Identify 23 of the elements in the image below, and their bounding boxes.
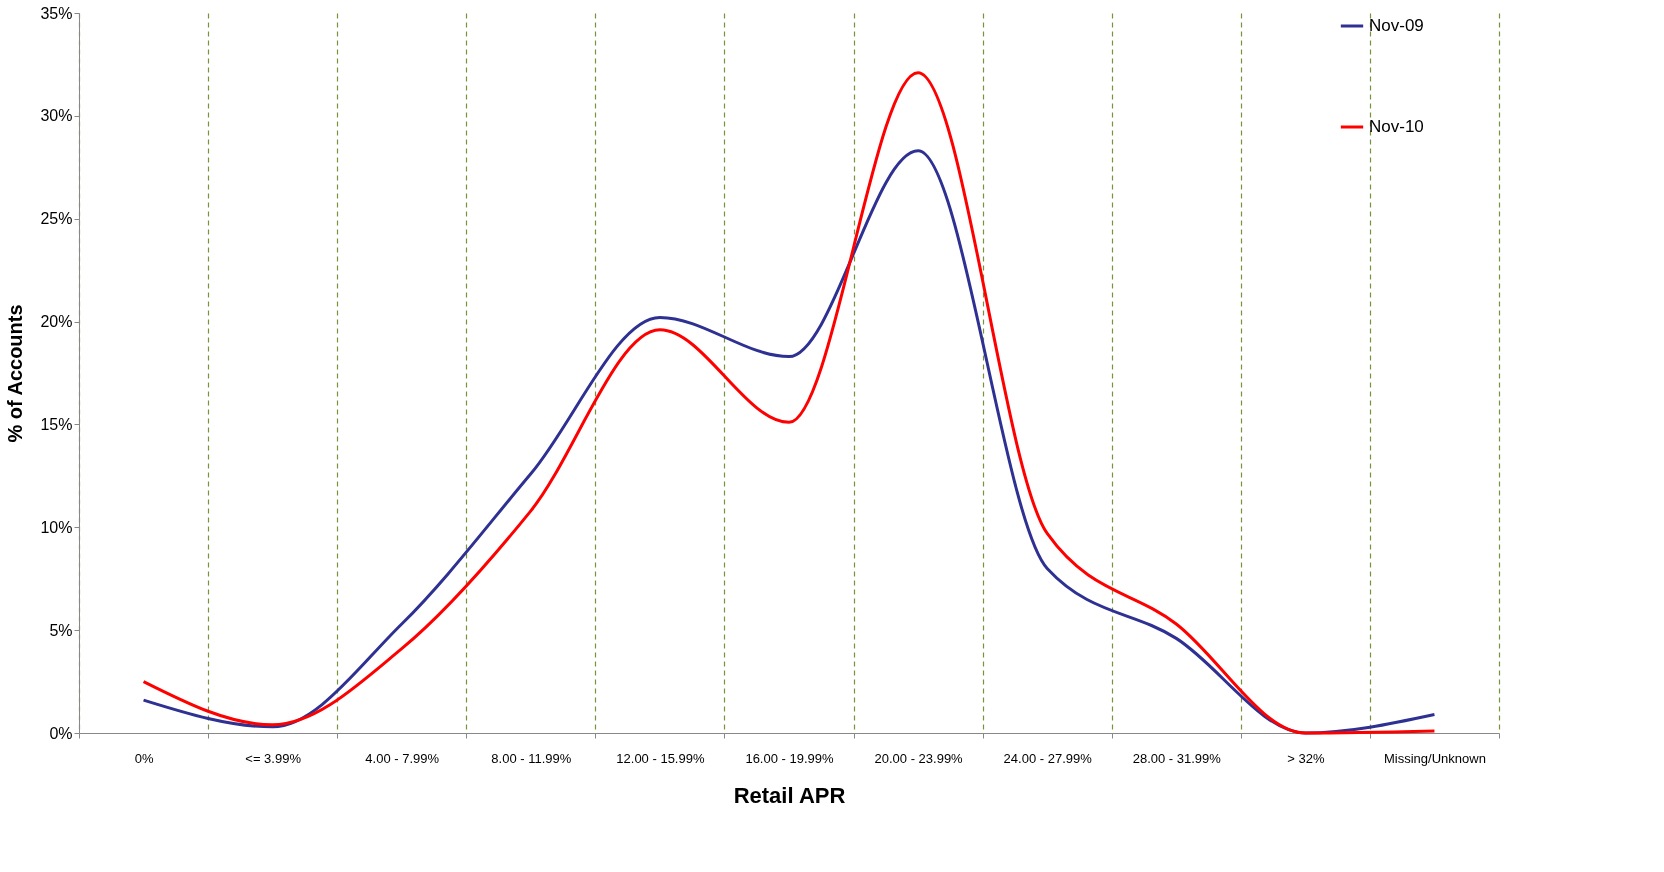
x-tick-label: Missing/Unknown xyxy=(1384,750,1486,766)
y-tick-label: 25% xyxy=(40,210,73,228)
x-tick-label: 24.00 - 27.99% xyxy=(1003,750,1093,766)
y-tick-label: 15% xyxy=(40,415,73,433)
legend-label: Nov-09 xyxy=(1369,16,1424,35)
x-tick-label: <= 3.99% xyxy=(245,750,302,766)
y-axis-title: % of Accounts xyxy=(4,304,27,443)
x-tick-label: 8.00 - 11.99% xyxy=(491,750,572,766)
x-tick-label: 28.00 - 31.99% xyxy=(1132,750,1222,766)
x-tick-label: 20.00 - 23.99% xyxy=(874,750,964,766)
x-axis-title: Retail APR xyxy=(733,782,846,808)
y-tick-label: 35% xyxy=(40,4,73,22)
x-tick-label: 0% xyxy=(134,750,154,766)
y-tick-label: 0% xyxy=(49,724,73,742)
y-tick-label: 10% xyxy=(40,518,73,536)
y-tick-label: 20% xyxy=(40,313,73,331)
x-tick-label: 12.00 - 15.99% xyxy=(616,750,705,766)
legend-label: Nov-10 xyxy=(1369,117,1424,136)
x-tick-label: 16.00 - 19.99% xyxy=(745,750,835,766)
y-tick-label: 5% xyxy=(49,621,73,639)
y-tick-label: 30% xyxy=(40,107,73,125)
x-tick-label: > 32% xyxy=(1287,750,1325,766)
x-tick-label: 4.00 - 7.99% xyxy=(365,750,440,766)
